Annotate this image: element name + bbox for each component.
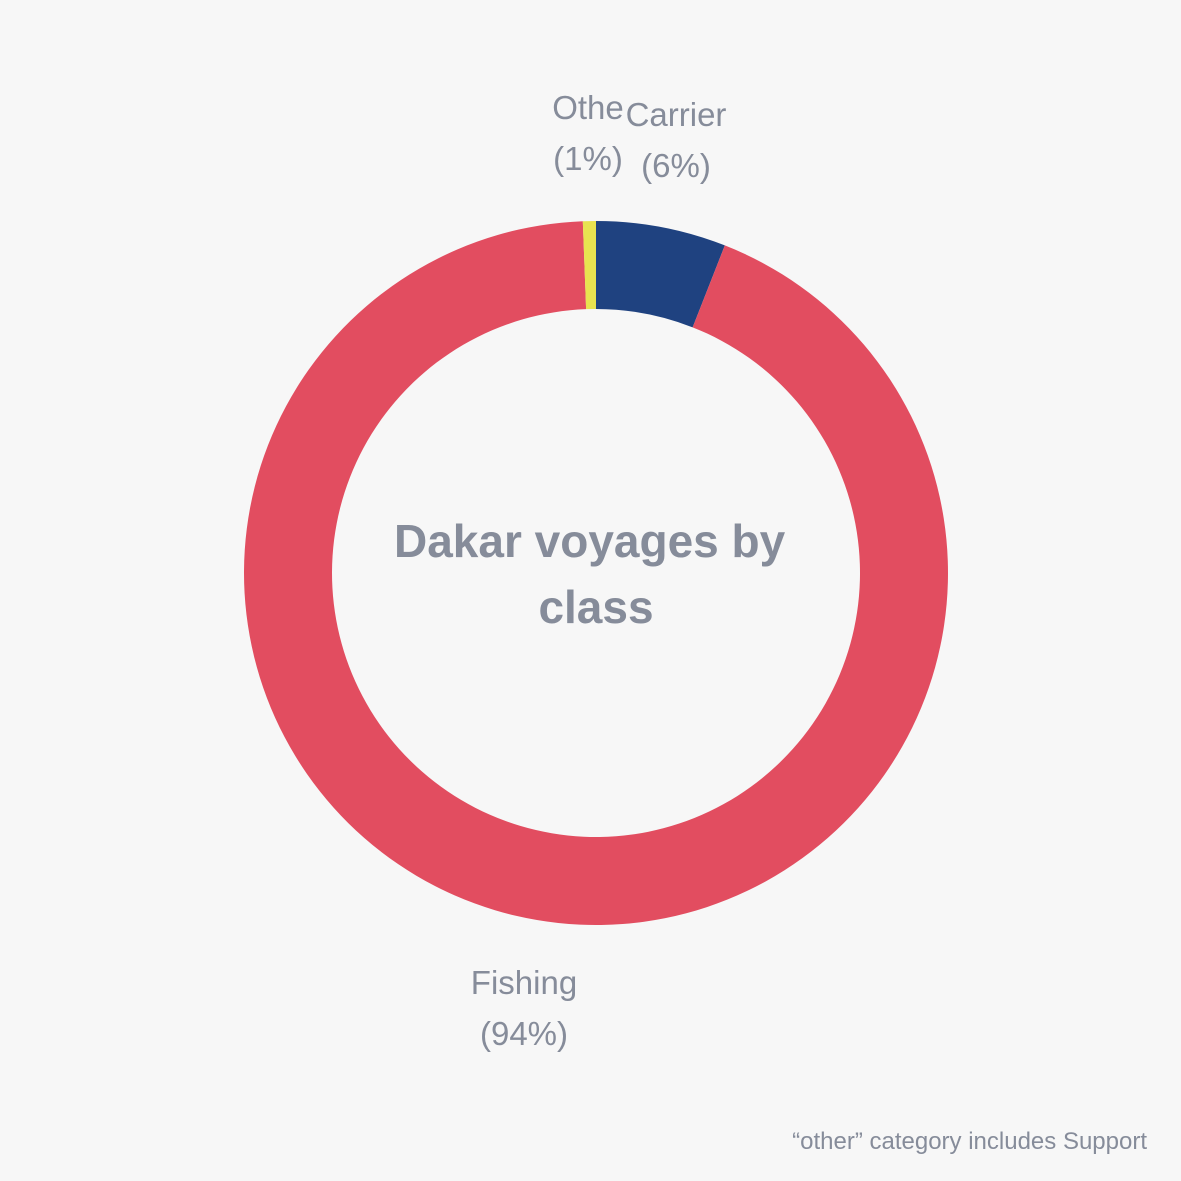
slice-label-name: Carrier: [626, 96, 727, 133]
footnote: “other” category includes Support: [792, 1128, 1147, 1155]
slice-label-carrier: Carrier (6%): [626, 96, 727, 184]
slice-label-percent: (94%): [480, 1015, 568, 1052]
slice-carrier: [596, 221, 725, 328]
slice-label-name: Othe: [552, 89, 624, 126]
slice-label-percent: (6%): [641, 147, 711, 184]
slice-fishing: [243, 221, 948, 926]
chart-title-line-2: class: [538, 581, 653, 633]
chart-title: Dakar voyages by class: [394, 515, 798, 633]
slice-label-percent: (1%): [553, 140, 623, 177]
slice-labels: Carrier (6%) Fishing (94%) Othe (1%): [471, 89, 727, 1052]
slice-label-fishing: Fishing (94%): [471, 964, 577, 1052]
slice-label-othe: Othe (1%): [552, 89, 624, 177]
donut-slices: [243, 221, 948, 926]
slice-label-name: Fishing: [471, 964, 577, 1001]
chart-title-line-1: Dakar voyages by: [394, 515, 786, 567]
slice-othe: [582, 221, 596, 310]
